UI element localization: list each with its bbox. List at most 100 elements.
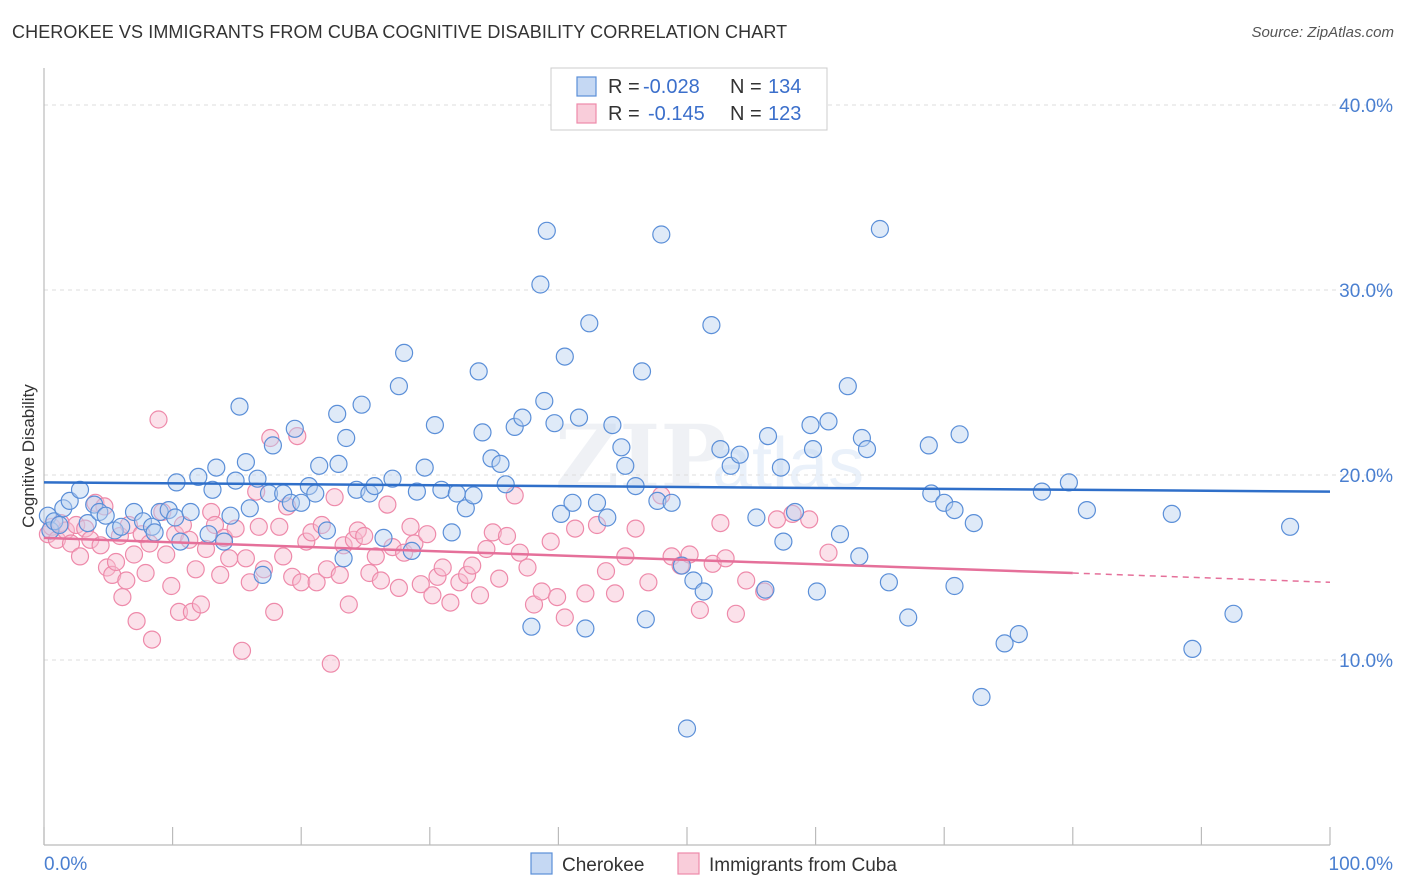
cuba-point xyxy=(626,519,645,538)
cherokee-point xyxy=(334,549,353,568)
cuba-point xyxy=(555,608,574,627)
cuba-point xyxy=(274,547,293,566)
cherokee-point xyxy=(807,582,827,601)
cherokee-point xyxy=(587,493,607,512)
cherokee-point xyxy=(96,506,115,525)
cuba-point xyxy=(283,567,302,586)
cuba-point xyxy=(157,545,176,564)
cherokee-point xyxy=(112,517,131,536)
cherokee-point xyxy=(535,391,554,411)
y-tick-label: 40.0% xyxy=(1339,96,1393,117)
cherokee-point xyxy=(395,343,414,362)
cherokee-point xyxy=(899,608,918,627)
cherokee-point xyxy=(329,454,348,473)
cuba-point xyxy=(418,525,437,544)
cherokee-point xyxy=(1183,639,1202,659)
cuba-point xyxy=(441,593,460,612)
cuba-point xyxy=(423,586,442,605)
stats-r-label-cherokee: R = xyxy=(608,76,640,98)
cherokee-point xyxy=(240,499,259,518)
cherokee-point xyxy=(317,521,336,540)
cuba-point xyxy=(265,602,284,622)
cherokee-point xyxy=(850,547,869,566)
cuba-point xyxy=(605,584,625,603)
cherokee-point xyxy=(774,532,793,551)
cuba-point xyxy=(292,573,311,592)
cuba-point xyxy=(433,558,452,577)
cherokee-point xyxy=(310,456,329,475)
stats-r-value-cuba: -0.145 xyxy=(648,103,705,125)
cherokee-point xyxy=(203,480,222,499)
cuba-point xyxy=(270,517,289,536)
cherokee-point xyxy=(1280,517,1300,536)
cuba-point xyxy=(716,549,735,568)
watermark-zip: ZIP xyxy=(555,405,727,509)
cherokee-point xyxy=(672,556,692,575)
cherokee-point xyxy=(337,428,356,448)
cuba-point xyxy=(127,611,146,631)
cherokee-point xyxy=(389,377,408,396)
cuba-point xyxy=(220,549,239,568)
cherokee-point xyxy=(221,506,240,525)
cherokee-point xyxy=(447,484,466,503)
cherokee-point xyxy=(145,523,164,542)
cherokee-point xyxy=(603,416,622,435)
cuba-point xyxy=(124,545,144,564)
cherokee-point xyxy=(166,508,185,527)
cherokee-point xyxy=(830,525,850,544)
cherokee-point xyxy=(442,523,461,542)
cherokee-point xyxy=(555,347,574,366)
cherokee-point xyxy=(513,408,532,427)
cherokee-point xyxy=(263,436,282,455)
stats-legend: R = -0.028 N = 134 R = -0.145 N = 123 xyxy=(550,67,828,131)
y-tick-label: 10.0% xyxy=(1339,651,1393,672)
cherokee-point xyxy=(694,582,713,601)
stats-r-value-cherokee: -0.028 xyxy=(643,76,700,98)
legend-swatch-cherokee xyxy=(530,852,553,875)
cherokee-point xyxy=(945,501,964,520)
cherokee-point xyxy=(758,427,778,446)
cherokee-point xyxy=(374,528,393,548)
cuba-point xyxy=(596,562,616,581)
x-tick-label-max: 100.0% xyxy=(1329,854,1394,875)
cherokee-point xyxy=(563,493,582,512)
cherokee-point xyxy=(531,275,550,294)
cuba-point xyxy=(321,654,340,673)
cuba-point xyxy=(405,534,424,553)
cuba-point xyxy=(477,539,496,559)
cherokee-point xyxy=(652,225,671,244)
cherokee-point xyxy=(253,565,272,585)
legend-label-cuba: Immigrants from Cuba xyxy=(709,855,897,876)
cuba-point xyxy=(458,565,477,585)
cuba-point xyxy=(690,600,710,620)
cuba-point xyxy=(450,573,469,592)
cherokee-point xyxy=(537,221,556,240)
cuba-point xyxy=(371,571,390,590)
cherokee-point xyxy=(662,493,681,512)
cherokee-point xyxy=(285,419,304,438)
cuba-point xyxy=(401,517,420,536)
cherokee-point xyxy=(935,493,954,512)
cuba-point xyxy=(330,565,349,585)
chart-source: Source: ZipAtlas.com xyxy=(1251,24,1394,41)
cuba-point xyxy=(483,523,502,542)
cherokee-point xyxy=(496,475,515,494)
cherokee-point xyxy=(870,219,890,239)
cuba-point xyxy=(254,560,273,579)
cuba-point xyxy=(288,427,307,446)
cherokee-point xyxy=(207,458,226,477)
cherokee-point xyxy=(747,508,766,527)
cherokee-point xyxy=(70,480,90,499)
cherokee-point xyxy=(551,504,571,524)
cherokee-point xyxy=(945,576,964,596)
cuba-point xyxy=(302,523,321,542)
cherokee-point xyxy=(1224,604,1243,623)
legend-swatch-cuba xyxy=(677,852,700,875)
cherokee-point xyxy=(612,438,631,457)
cuba-point xyxy=(366,547,385,566)
cuba-point xyxy=(325,488,344,507)
cuba-point xyxy=(232,641,252,660)
cuba-point xyxy=(389,578,408,598)
cherokee-point xyxy=(632,362,652,381)
cuba-point xyxy=(149,410,168,429)
